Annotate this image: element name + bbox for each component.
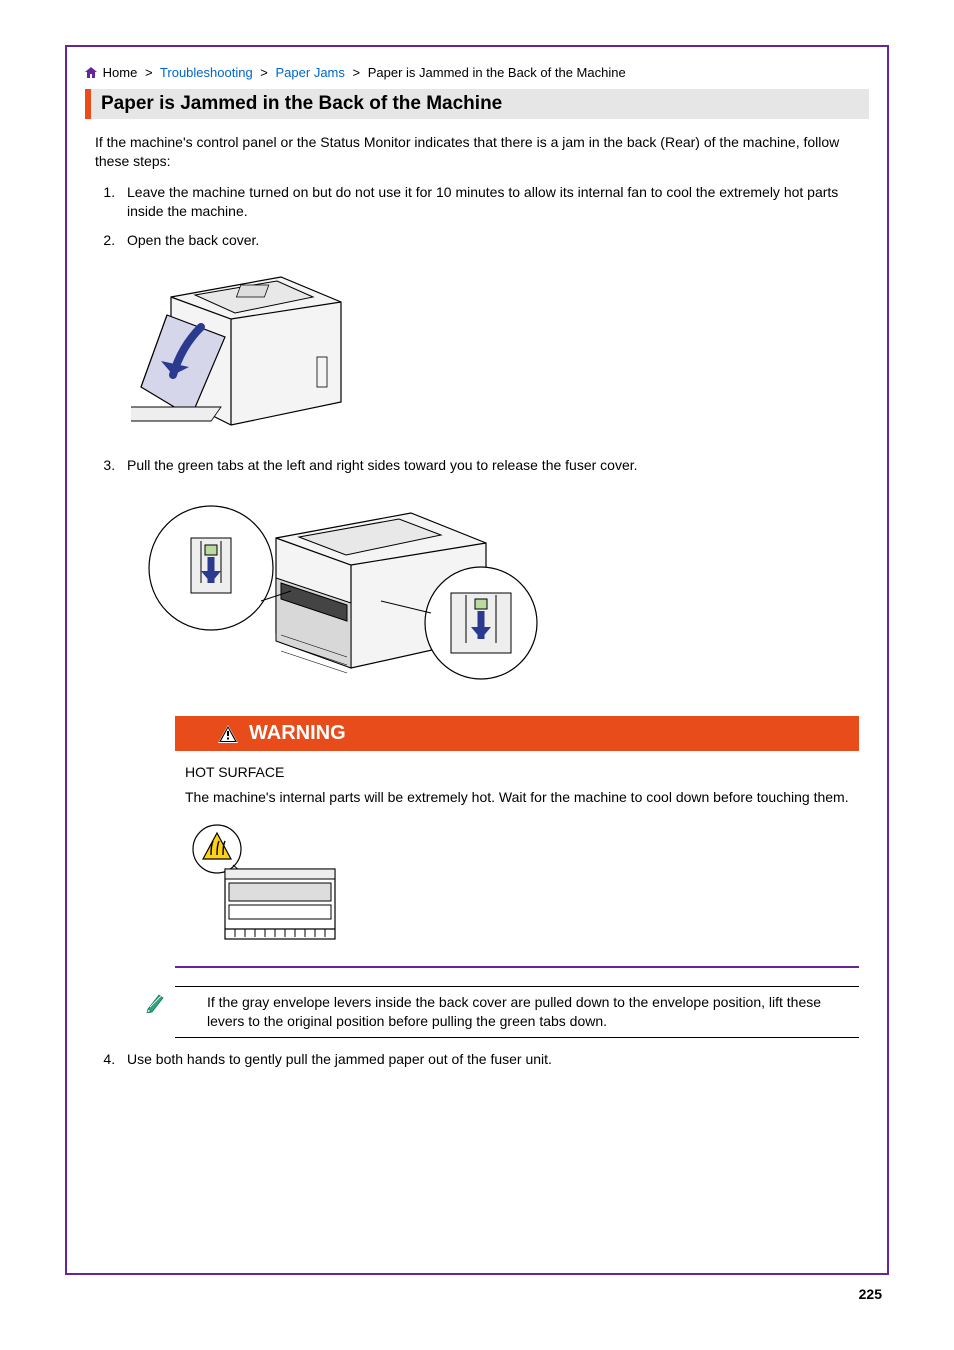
steps-list: Leave the machine turned on but do not u… <box>103 183 859 1069</box>
step-2-text: Open the back cover. <box>127 232 259 248</box>
breadcrumb-home[interactable]: Home <box>103 65 138 80</box>
breadcrumb: Home > Troubleshooting > Paper Jams > Pa… <box>85 65 869 81</box>
step-2: Open the back cover. <box>119 231 859 443</box>
page-frame: Home > Troubleshooting > Paper Jams > Pa… <box>65 45 889 1275</box>
page-title: Paper is Jammed in the Back of the Machi… <box>85 89 869 119</box>
step-3-text: Pull the green tabs at the left and righ… <box>127 457 638 473</box>
note-box: If the gray envelope levers inside the b… <box>175 986 859 1038</box>
pencil-icon <box>145 991 167 1018</box>
figure-fuser-tabs <box>131 483 859 698</box>
home-icon <box>85 66 97 81</box>
figure-hot-surface <box>185 819 849 954</box>
intro-text: If the machine's control panel or the St… <box>95 133 859 171</box>
figure-open-back-cover <box>131 257 859 442</box>
breadcrumb-link-troubleshooting[interactable]: Troubleshooting <box>160 65 253 80</box>
breadcrumb-sep: > <box>145 65 153 80</box>
step-3: Pull the green tabs at the left and righ… <box>119 456 859 1037</box>
warning-subhead: HOT SURFACE <box>185 763 849 782</box>
warning-bar: WARNING <box>175 716 859 751</box>
breadcrumb-link-paper-jams[interactable]: Paper Jams <box>276 65 345 80</box>
breadcrumb-sep: > <box>260 65 268 80</box>
page-number: 225 <box>859 1286 882 1302</box>
warning-text: The machine's internal parts will be ext… <box>185 788 849 807</box>
warning-body: HOT SURFACE The machine's internal parts… <box>175 763 859 968</box>
step-1: Leave the machine turned on but do not u… <box>119 183 859 221</box>
step-4: Use both hands to gently pull the jammed… <box>119 1050 859 1069</box>
breadcrumb-sep: > <box>353 65 361 80</box>
note-text: If the gray envelope levers inside the b… <box>207 994 821 1029</box>
breadcrumb-current: Paper is Jammed in the Back of the Machi… <box>368 65 626 80</box>
warning-label: WARNING <box>249 720 346 747</box>
warning-triangle-icon <box>217 724 239 744</box>
